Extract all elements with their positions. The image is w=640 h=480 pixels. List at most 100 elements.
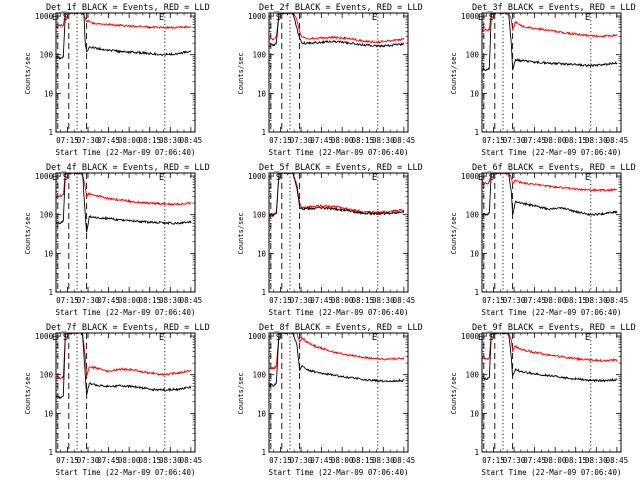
x-tick-label: 07:45 [523,296,546,305]
time-marker-label: E [52,13,57,23]
x-tick-label: 07:15 [56,136,79,145]
lld-series-line [56,333,192,380]
x-tick-label: 07:30 [77,296,100,305]
x-tick-label: 07:45 [310,456,333,465]
x-tick-label: 08:45 [393,296,416,305]
x-tick-label: 07:45 [97,456,120,465]
lld-series-line [269,173,405,216]
y-tick-label: 10 [257,409,267,418]
y-tick-label: 10 [257,89,267,98]
y-tick-label: 100 [465,211,479,220]
x-tick-label: 08:15 [564,296,587,305]
x-tick-label: 08:45 [606,296,629,305]
plot-frame [55,172,196,293]
y-tick-label: 100 [39,51,53,60]
x-axis-label: Start Time (22-Mar-09 07:06:40) [482,468,622,477]
y-tick-label: 10 [44,409,54,418]
panel-title: Det_7f BLACK = Events, RED = LLD [46,323,210,333]
x-tick-label: 07:45 [523,456,546,465]
y-tick-label: 1000 [248,172,267,181]
detector-panel: Det_5f BLACK = Events, RED = LLD Counts/s… [237,163,423,317]
x-axis-label: Start Time (22-Mar-09 07:06:40) [482,308,622,317]
plot-frame [481,332,622,453]
x-tick-label: 08:15 [351,296,374,305]
y-tick-label: 100 [465,51,479,60]
x-tick-label: 08:30 [585,296,608,305]
y-tick-label: 100 [39,371,53,380]
x-tick-label: 08:15 [138,296,161,305]
y-tick-label: 1000 [35,172,54,181]
panel-title: Det_9f BLACK = Events, RED = LLD [472,323,636,333]
detector-panel: Det_8f BLACK = Events, RED = LLD Counts/s… [237,323,423,477]
y-axis-label: Counts/sec [450,52,458,94]
x-tick-label: 07:30 [503,136,526,145]
x-axis-label: Start Time (22-Mar-09 07:06:40) [482,148,622,157]
y-tick-label: 1000 [35,332,54,341]
detector-panel: Det_4f BLACK = Events, RED = LLD Counts/s… [24,163,210,317]
time-marker-label: E [159,333,164,343]
time-marker-label: E [52,333,57,343]
time-marker-label: E [159,173,164,183]
x-tick-label: 08:30 [159,136,182,145]
time-marker-label: E [585,13,590,23]
x-axis-label: Start Time (22-Mar-09 07:06:40) [56,468,196,477]
lld-series-line [56,13,192,30]
y-tick-label: 100 [39,211,53,220]
events-series-line [56,333,192,400]
time-marker-label: E [478,173,483,183]
y-tick-label: 10 [257,249,267,258]
panel-title: Det_8f BLACK = Events, RED = LLD [259,323,423,333]
y-tick-label: 100 [252,51,266,60]
x-tick-label: 07:30 [503,456,526,465]
x-tick-label: 08:30 [372,296,395,305]
x-tick-label: 07:45 [310,136,333,145]
time-marker-label: E [372,333,377,343]
y-tick-label: 1 [48,288,53,297]
x-tick-label: 07:30 [290,296,313,305]
x-tick-label: 08:45 [393,456,416,465]
x-tick-label: 07:45 [97,296,120,305]
y-tick-label: 1000 [248,12,267,21]
x-tick-label: 07:15 [269,136,292,145]
plot-frame [268,12,409,133]
y-tick-label: 1 [48,128,53,137]
x-tick-label: 08:30 [372,136,395,145]
y-tick-label: 10 [470,409,480,418]
y-axis-label: Counts/sec [450,212,458,254]
x-tick-label: 07:15 [56,456,79,465]
x-axis-label: Start Time (22-Mar-09 07:06:40) [269,308,409,317]
y-tick-label: 1 [261,448,266,457]
x-tick-label: 07:15 [482,136,505,145]
y-axis-label: Counts/sec [24,212,32,254]
y-axis-label: Counts/sec [24,372,32,414]
y-axis-label: Counts/sec [450,372,458,414]
y-tick-label: 1000 [461,12,480,21]
x-tick-label: 08:45 [393,136,416,145]
x-tick-label: 08:00 [331,136,354,145]
detector-panel: Det_7f BLACK = Events, RED = LLD Counts/s… [24,323,210,477]
panel-title: Det_5f BLACK = Events, RED = LLD [259,163,423,173]
x-tick-label: 08:45 [606,456,629,465]
x-tick-label: 08:00 [331,456,354,465]
detector-panel: Det_9f BLACK = Events, RED = LLD Counts/s… [450,323,636,477]
x-tick-label: 08:00 [544,456,567,465]
x-tick-label: 08:45 [180,456,203,465]
y-tick-label: 1000 [35,12,54,21]
x-tick-label: 07:30 [77,456,100,465]
time-marker-label: E [478,333,483,343]
x-tick-label: 08:15 [138,456,161,465]
x-tick-label: 08:15 [351,456,374,465]
detector-panel: Det_3f BLACK = Events, RED = LLD Counts/s… [450,3,636,157]
x-tick-label: 08:30 [585,136,608,145]
plot-frame [55,332,196,453]
x-tick-label: 07:30 [290,456,313,465]
x-tick-label: 08:15 [138,136,161,145]
x-tick-label: 08:15 [564,456,587,465]
x-tick-label: 07:15 [269,456,292,465]
x-axis-label: Start Time (22-Mar-09 07:06:40) [269,148,409,157]
x-tick-label: 07:30 [290,136,313,145]
time-marker-label: E [52,173,57,183]
x-tick-label: 07:15 [482,296,505,305]
events-series-line [269,333,405,387]
y-tick-label: 1 [474,128,479,137]
